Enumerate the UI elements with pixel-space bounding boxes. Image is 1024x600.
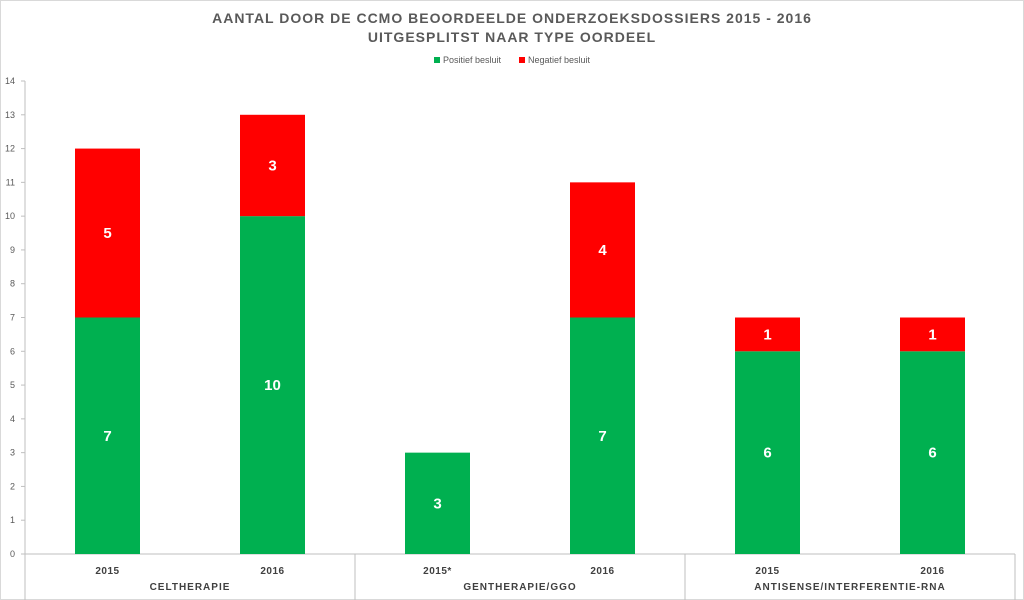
y-tick-label: 6	[10, 346, 15, 356]
y-tick-label: 0	[10, 549, 15, 559]
y-tick-label: 9	[10, 245, 15, 255]
x-tick-label: 2016	[590, 566, 614, 577]
group-label: ANTISENSE/INTERFERENTIE-RNA	[754, 582, 945, 593]
legend-label-positive: Positief besluit	[442, 55, 501, 65]
bar-segment-negative	[900, 317, 965, 352]
legend-swatch-positive	[433, 57, 440, 63]
y-tick-label: 12	[5, 144, 15, 154]
data-label-negative: 4	[598, 242, 607, 259]
y-tick-label: 13	[5, 110, 15, 120]
legend-item-negative: Negatief besluit	[518, 55, 591, 65]
x-tick-label: 2015	[755, 566, 779, 577]
group-label: CELTHERAPIE	[150, 582, 231, 593]
y-tick-label: 10	[5, 211, 15, 221]
bar-segment-negative	[570, 182, 635, 318]
chart-subtitle: UITGESPLITST NAAR TYPE OORDEEL	[367, 29, 657, 45]
bar-segment-positive	[570, 317, 635, 554]
x-tick-label: 2015	[95, 566, 119, 577]
data-label-negative: 5	[103, 225, 111, 242]
data-label-positive: 3	[433, 495, 441, 512]
y-tick-label: 8	[10, 279, 15, 289]
bar-segment-positive	[405, 452, 470, 554]
group-label: GENTHERAPIE/GGO	[463, 582, 576, 593]
y-tick-label: 7	[10, 313, 15, 323]
bar-segment-positive	[735, 351, 800, 554]
chart-title: AANTAL DOOR DE CCMO BEOORDEELDE ONDERZOE…	[212, 10, 812, 26]
y-tick-label: 14	[5, 76, 15, 86]
legend-item-positive: Positief besluit	[433, 55, 501, 65]
legend: Positief besluit Negatief besluit	[0, 55, 1024, 65]
bar-segment-negative	[75, 148, 140, 318]
x-tick-label: 2016	[260, 566, 284, 577]
legend-swatch-negative	[518, 57, 525, 63]
y-tick-label: 11	[6, 177, 15, 187]
data-label-positive: 7	[598, 428, 606, 445]
y-tick-label: 3	[10, 448, 15, 458]
x-tick-label: 2015*	[423, 566, 452, 577]
bar-segment-positive	[240, 216, 305, 554]
data-label-negative: 1	[763, 326, 771, 343]
data-label-negative: 1	[928, 326, 936, 343]
y-tick-label: 4	[10, 414, 15, 424]
data-label-negative: 3	[268, 157, 276, 174]
bar-segment-negative	[240, 114, 305, 217]
x-tick-label: 2016	[920, 566, 944, 577]
data-label-positive: 6	[763, 445, 771, 462]
y-tick-label: 5	[10, 380, 15, 390]
data-label-positive: 7	[103, 428, 111, 445]
data-label-positive: 10	[264, 377, 281, 394]
legend-label-negative: Negatief besluit	[527, 55, 591, 65]
bar-segment-positive	[900, 351, 965, 554]
y-tick-label: 2	[10, 481, 15, 491]
y-tick-label: 1	[10, 515, 15, 525]
bar-segment-negative	[735, 317, 800, 352]
bar-segment-positive	[75, 317, 140, 554]
data-label-positive: 6	[928, 445, 936, 462]
